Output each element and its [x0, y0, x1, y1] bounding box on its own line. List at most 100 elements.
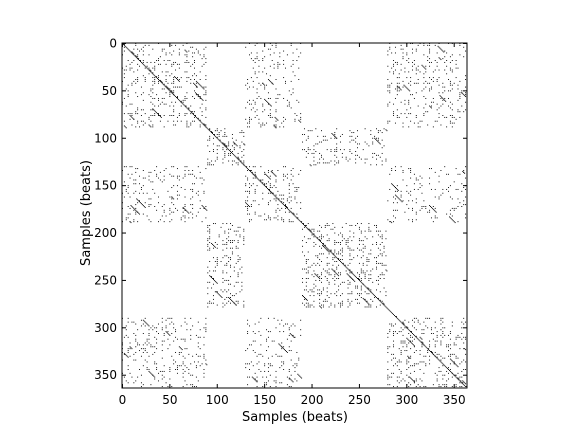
matrix-cell: [260, 84, 262, 86]
matrix-cell: [303, 297, 305, 298]
diagonal-cell: [212, 133, 213, 134]
matrix-cell: [161, 350, 163, 352]
matrix-cell: [258, 321, 260, 323]
diagonal-cell: [160, 81, 162, 83]
matrix-cell: [216, 133, 218, 135]
matrix-cell: [169, 75, 171, 77]
matrix-cell: [220, 260, 222, 262]
matrix-cell: [169, 196, 171, 198]
matrix-cell: [265, 173, 267, 175]
matrix-cell: [146, 61, 148, 63]
matrix-cell: [275, 101, 277, 103]
matrix-cell: [150, 327, 152, 329]
matrix-cell: [300, 52, 302, 54]
matrix-cell: [169, 88, 171, 90]
matrix-cell: [417, 122, 419, 124]
matrix-cell: [235, 262, 237, 264]
matrix-cell: [169, 334, 171, 336]
matrix-cell: [402, 86, 404, 88]
matrix-cell: [440, 97, 442, 99]
matrix-cell: [290, 207, 292, 209]
matrix-cell: [328, 281, 330, 283]
matrix-cell: [275, 117, 277, 119]
matrix-cell: [220, 296, 222, 298]
matrix-cell: [192, 325, 194, 327]
matrix-cell: [330, 151, 332, 152]
matrix-cell: [133, 321, 135, 323]
matrix-cell: [184, 348, 186, 350]
matrix-cell: [211, 276, 213, 278]
matrix-cell: [230, 302, 231, 304]
matrix-cell: [150, 126, 152, 128]
matrix-cell: [247, 206, 249, 207]
diagonal-cell: [314, 235, 316, 237]
matrix-cell: [394, 69, 396, 71]
matrix-cell: [334, 276, 336, 278]
matrix-cell: [142, 170, 144, 171]
matrix-cell: [425, 103, 427, 105]
matrix-cell: [396, 365, 398, 367]
matrix-cell: [441, 49, 443, 51]
matrix-cell: [209, 281, 211, 283]
matrix-cell: [262, 376, 264, 378]
diagonal-cell: [396, 317, 398, 319]
matrix-cell: [449, 217, 451, 219]
matrix-cell: [442, 317, 444, 319]
matrix-cell: [148, 124, 150, 126]
matrix-cell: [127, 348, 129, 350]
matrix-cell: [413, 351, 415, 353]
matrix-cell: [178, 52, 180, 54]
matrix-cell: [285, 82, 286, 84]
matrix-cell: [412, 343, 413, 345]
matrix-cell: [292, 63, 294, 65]
matrix-cell: [169, 367, 171, 369]
matrix-cell: [430, 333, 432, 334]
diagonal-cell: [206, 127, 208, 129]
matrix-cell: [131, 116, 133, 118]
matrix-cell: [432, 384, 434, 386]
diagonal-cell: [255, 176, 257, 178]
matrix-cell: [169, 173, 171, 175]
matrix-cell: [442, 58, 444, 60]
matrix-cell: [138, 212, 140, 214]
matrix-cell: [275, 382, 277, 384]
matrix-cell: [463, 46, 465, 48]
diagonal-cell: [344, 265, 346, 267]
matrix-cell: [199, 124, 201, 126]
matrix-cell: [393, 73, 395, 75]
matrix-cell: [283, 221, 285, 223]
matrix-cell: [385, 264, 387, 266]
matrix-cell: [177, 79, 179, 81]
matrix-cell: [140, 188, 142, 190]
matrix-cell: [201, 177, 203, 179]
matrix-cell: [184, 217, 186, 219]
matrix-cell: [216, 260, 218, 262]
matrix-cell: [392, 184, 394, 186]
matrix-cell: [307, 272, 309, 274]
matrix-cell: [163, 179, 165, 181]
diagonal-cell: [261, 182, 263, 184]
diagonal-cell: [281, 201, 283, 203]
matrix-cell: [376, 154, 377, 156]
matrix-cell: [279, 367, 281, 369]
matrix-cell: [207, 224, 209, 226]
matrix-cell: [368, 274, 370, 276]
matrix-cell: [305, 268, 307, 270]
matrix-cell: [463, 317, 465, 319]
matrix-cell: [269, 200, 271, 202]
matrix-cell: [282, 347, 284, 349]
matrix-cell: [123, 120, 125, 122]
matrix-cell: [455, 357, 457, 359]
y-tick-label: 200: [94, 226, 117, 240]
matrix-cell: [464, 95, 466, 97]
diagonal-cell: [328, 249, 330, 251]
matrix-cell: [415, 116, 417, 118]
matrix-cell: [275, 194, 277, 196]
matrix-cell: [256, 185, 258, 187]
matrix-cell: [394, 187, 396, 189]
matrix-cell: [206, 209, 208, 211]
matrix-cell: [154, 65, 156, 67]
diagonal-cell: [373, 294, 375, 296]
matrix-cell: [137, 122, 139, 124]
diagonal-cell: [322, 243, 324, 245]
